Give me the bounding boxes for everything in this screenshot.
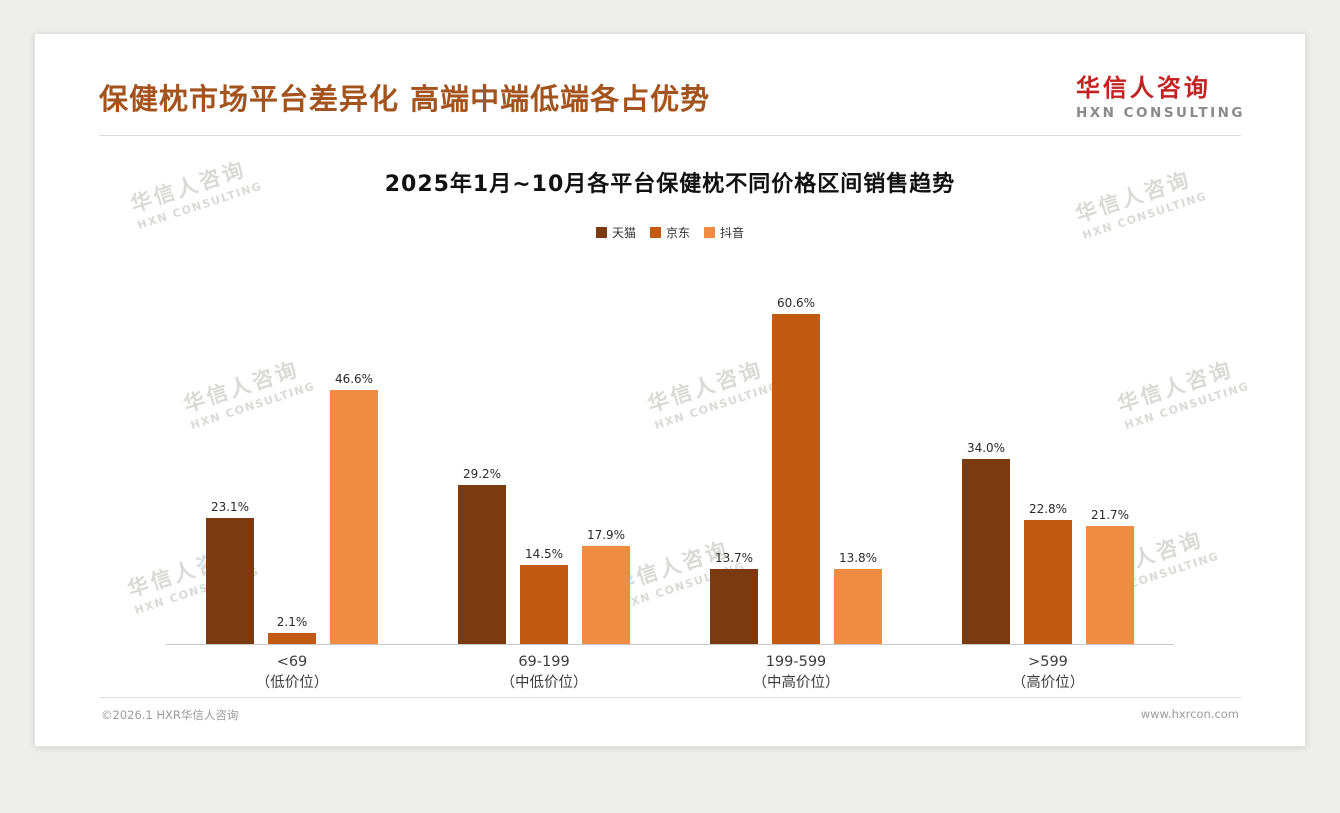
logo-cn: 华信人咨询 bbox=[1075, 74, 1211, 102]
bar-京东-<69 bbox=[268, 632, 316, 644]
x-label-<69: <69 （低价位） bbox=[206, 652, 378, 694]
bar-group-<69: 23.1% 2.1% 46.6% bbox=[206, 372, 378, 644]
bar-group-69-199: 29.2% 14.5% 17.9% bbox=[458, 467, 630, 644]
bar-抖音-<69 bbox=[330, 389, 378, 644]
bar-value-label: 13.7% bbox=[714, 551, 754, 566]
bar-wrap: 17.9% bbox=[582, 528, 630, 644]
legend-swatch bbox=[649, 227, 661, 238]
logo-en: HXN CONSULTING bbox=[1075, 105, 1245, 121]
bar-value-label: 46.6% bbox=[334, 371, 374, 386]
legend-item-京东: 京东 bbox=[649, 224, 690, 241]
bar-value-label: 22.8% bbox=[1028, 501, 1068, 516]
bar-wrap: 21.7% bbox=[1086, 508, 1134, 644]
bar-天猫-199-599 bbox=[710, 569, 758, 644]
bar-wrap: 34.0% bbox=[962, 440, 1010, 644]
bar-value-label: 13.8% bbox=[838, 550, 878, 565]
footer-copyright: ©2026.1 HXR华信人咨询 bbox=[101, 708, 239, 722]
legend-label: 天猫 bbox=[611, 226, 636, 240]
bar-value-label: 34.0% bbox=[966, 440, 1006, 455]
bar-value-label: 60.6% bbox=[776, 295, 816, 310]
legend-label: 抖音 bbox=[720, 226, 745, 240]
legend-swatch bbox=[704, 227, 715, 238]
legend-item-天猫: 天猫 bbox=[595, 224, 636, 241]
bar-value-label: 29.2% bbox=[462, 466, 502, 481]
x-label->599: >599 （高价位） bbox=[962, 652, 1134, 694]
chart-title: 2025年1月~10月各平台保健枕不同价格区间销售趋势 bbox=[384, 172, 956, 197]
x-label-tier: （中低价位） bbox=[500, 675, 588, 691]
x-label-tier: （中高价位） bbox=[752, 675, 840, 691]
header-divider bbox=[99, 135, 1241, 136]
x-label-tier: （低价位） bbox=[255, 675, 329, 691]
x-label-range: 199-599 bbox=[765, 654, 827, 670]
bar-抖音->599 bbox=[1086, 525, 1134, 644]
x-label-69-199: 69-199 （中低价位） bbox=[458, 652, 630, 694]
bar-抖音-199-599 bbox=[834, 568, 882, 644]
legend-item-抖音: 抖音 bbox=[704, 224, 744, 241]
bar-wrap: 22.8% bbox=[1024, 502, 1072, 644]
x-label-tier: （高价位） bbox=[1011, 675, 1085, 691]
bar-wrap: 29.2% bbox=[458, 467, 506, 644]
page-title: 保健枕市场平台差异化 高端中端低端各占优势 bbox=[99, 82, 711, 116]
bar-wrap: 2.1% bbox=[268, 614, 316, 644]
bar-wrap: 60.6% bbox=[772, 295, 820, 644]
bar-天猫->599 bbox=[962, 458, 1010, 644]
bar-value-label: 17.9% bbox=[586, 528, 626, 543]
legend-swatch bbox=[595, 227, 607, 238]
bar-group->599: 34.0% 22.8% 21.7% bbox=[962, 440, 1134, 644]
bar-抖音-69-199 bbox=[582, 546, 630, 644]
bar-wrap: 13.7% bbox=[710, 551, 758, 644]
header: 保健枕市场平台差异化 高端中端低端各占优势 华信人咨询 HXN CONSULTI… bbox=[35, 34, 1305, 121]
x-label-range: >599 bbox=[1028, 654, 1068, 670]
bar-value-label: 14.5% bbox=[524, 546, 564, 561]
bar-wrap: 14.5% bbox=[520, 547, 568, 644]
x-axis-labels: <69 （低价位） 69-199 （中低价位） 199-599 （中高价位） >599 （高价… bbox=[166, 652, 1174, 694]
bar-value-label: 2.1% bbox=[276, 614, 308, 629]
brand-logo: 华信人咨询 HXN CONSULTING bbox=[1076, 68, 1245, 121]
bar-value-label: 21.7% bbox=[1090, 507, 1130, 522]
slide-card: 华信人咨询 HXN CONSULTING 华信人咨询 HXN CONSULTING … bbox=[34, 33, 1306, 747]
bar-天猫-69-199 bbox=[458, 484, 506, 644]
bar-京东-69-199 bbox=[520, 564, 568, 644]
bar-plot: 23.1% 2.1% 46.6% 29.2% 14.5% 17.9% 13.7% 60.6% 1… bbox=[166, 255, 1174, 645]
bar-wrap: 13.8% bbox=[834, 551, 882, 644]
x-label-range: 69-199 bbox=[518, 654, 570, 670]
bar-group-199-599: 13.7% 60.6% 13.8% bbox=[710, 295, 882, 644]
bar-wrap: 46.6% bbox=[330, 372, 378, 644]
legend-label: 京东 bbox=[665, 226, 690, 240]
bar-wrap: 23.1% bbox=[206, 500, 254, 644]
bar-京东-199-599 bbox=[772, 313, 820, 644]
bar-value-label: 23.1% bbox=[210, 500, 250, 514]
footer-url: www.hxrcon.com bbox=[1140, 707, 1239, 721]
chart-legend: 天猫 京东 抖音 bbox=[35, 224, 1305, 241]
x-label-199-599: 199-599 （中高价位） bbox=[710, 652, 882, 694]
footer: ©2026.1 HXR华信人咨询 www.hxrcon.com bbox=[99, 697, 1241, 746]
bar-天猫-<69 bbox=[206, 518, 254, 644]
x-label-range: <69 bbox=[276, 654, 308, 670]
bar-京东->599 bbox=[1024, 519, 1072, 644]
